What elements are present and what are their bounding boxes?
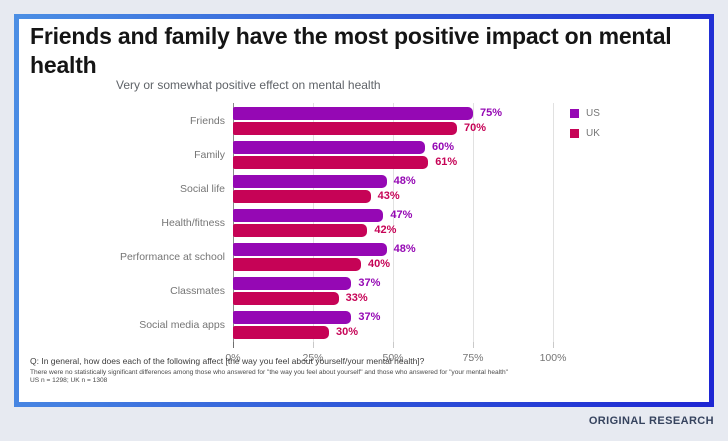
original-research-badge: ORIGINAL RESEARCH <box>588 415 714 427</box>
us-value-label: 37% <box>358 311 381 323</box>
uk-value-label: 40% <box>368 258 391 270</box>
legend-item-us: US <box>570 108 600 119</box>
page-title: Friends and family have the most positiv… <box>30 23 672 78</box>
bar-pair: 75% 70% <box>233 107 502 137</box>
bar-line: 47% <box>233 209 412 222</box>
uk-bar <box>233 190 371 203</box>
chart-subtitle: Very or somewhat positive effect on ment… <box>116 78 381 92</box>
us-bar <box>233 277 352 290</box>
category-label: Performance at school <box>119 251 225 263</box>
card-body: Friends and family have the most positiv… <box>19 19 709 402</box>
category-label: Classmates <box>170 285 225 297</box>
x-tick-mark <box>313 342 314 348</box>
us-value-label: 48% <box>393 175 416 187</box>
footnote-question: Q: In general, how does each of the foll… <box>30 356 425 366</box>
us-bar <box>233 175 387 188</box>
uk-value-label: 43% <box>377 190 400 202</box>
bar-line: 33% <box>233 292 380 305</box>
bar-line: 60% <box>233 141 457 154</box>
bar-line: 37% <box>233 311 380 324</box>
x-tick-mark <box>473 342 474 348</box>
bar-row: Social life 48% 43% <box>19 172 709 206</box>
uk-bar <box>233 326 329 339</box>
uk-value-label: 61% <box>435 156 458 168</box>
us-value-label: 37% <box>358 277 381 289</box>
uk-bar <box>233 258 361 271</box>
bar-row: Social media apps 37% 30% <box>19 308 709 342</box>
bar-row: Classmates 37% 33% <box>19 274 709 308</box>
bar-line: 48% <box>233 243 416 256</box>
x-tick-mark <box>553 342 554 348</box>
us-bar <box>233 141 425 154</box>
uk-value-label: 42% <box>374 224 397 236</box>
category-label: Friends <box>189 115 225 127</box>
bar-line: 30% <box>233 326 380 339</box>
bar-line: 40% <box>233 258 416 271</box>
us-bar <box>233 107 473 120</box>
uk-bar <box>233 156 429 169</box>
bar-line: 43% <box>233 190 416 203</box>
us-value-label: 60% <box>432 141 455 153</box>
bar-line: 48% <box>233 175 416 188</box>
legend-item-uk: UK <box>570 128 600 139</box>
uk-value-label: 33% <box>345 292 368 304</box>
category-label: Social life <box>180 183 225 195</box>
legend-label: US <box>586 108 600 119</box>
uk-value-label: 70% <box>464 122 487 134</box>
bar-chart: Friends 75% 70% Family 60% 61% Social life 48% 4… <box>19 104 709 342</box>
category-label: Health/fitness <box>161 217 225 229</box>
bar-pair: 48% 43% <box>233 175 416 205</box>
x-tick-mark <box>233 342 234 348</box>
legend-swatch-us <box>570 109 579 118</box>
bar-row: Family 60% 61% <box>19 138 709 172</box>
us-value-label: 47% <box>390 209 413 221</box>
bar-line: 42% <box>233 224 412 237</box>
category-label: Family <box>194 149 225 161</box>
bar-line: 61% <box>233 156 457 169</box>
category-label: Social media apps <box>139 319 225 331</box>
bar-pair: 48% 40% <box>233 243 416 273</box>
legend-swatch-uk <box>570 129 579 138</box>
uk-value-label: 30% <box>336 326 359 338</box>
legend: US UK <box>570 108 600 148</box>
us-bar <box>233 243 387 256</box>
uk-bar <box>233 122 457 135</box>
x-tick-mark <box>393 342 394 348</box>
footnotes: Q: In general, how does each of the foll… <box>30 356 690 386</box>
footnote-sample: US n = 1298; UK n = 1308 <box>30 377 108 385</box>
report-card: Friends and family have the most positiv… <box>14 14 714 407</box>
uk-bar <box>233 224 368 237</box>
us-bar <box>233 209 384 222</box>
bar-line: 37% <box>233 277 380 290</box>
footnote-note: There were no statistically significant … <box>30 368 509 376</box>
legend-label: UK <box>586 128 600 139</box>
bar-line: 75% <box>233 107 502 120</box>
us-value-label: 75% <box>480 107 503 119</box>
us-value-label: 48% <box>393 243 416 255</box>
bar-row: Performance at school 48% 40% <box>19 240 709 274</box>
bar-line: 70% <box>233 122 502 135</box>
bar-row: Health/fitness 47% 42% <box>19 206 709 240</box>
uk-bar <box>233 292 339 305</box>
bar-pair: 47% 42% <box>233 209 412 239</box>
bar-pair: 37% 30% <box>233 311 380 341</box>
bar-pair: 60% 61% <box>233 141 457 171</box>
bar-row: Friends 75% 70% <box>19 104 709 138</box>
us-bar <box>233 311 352 324</box>
bar-pair: 37% 33% <box>233 277 380 307</box>
